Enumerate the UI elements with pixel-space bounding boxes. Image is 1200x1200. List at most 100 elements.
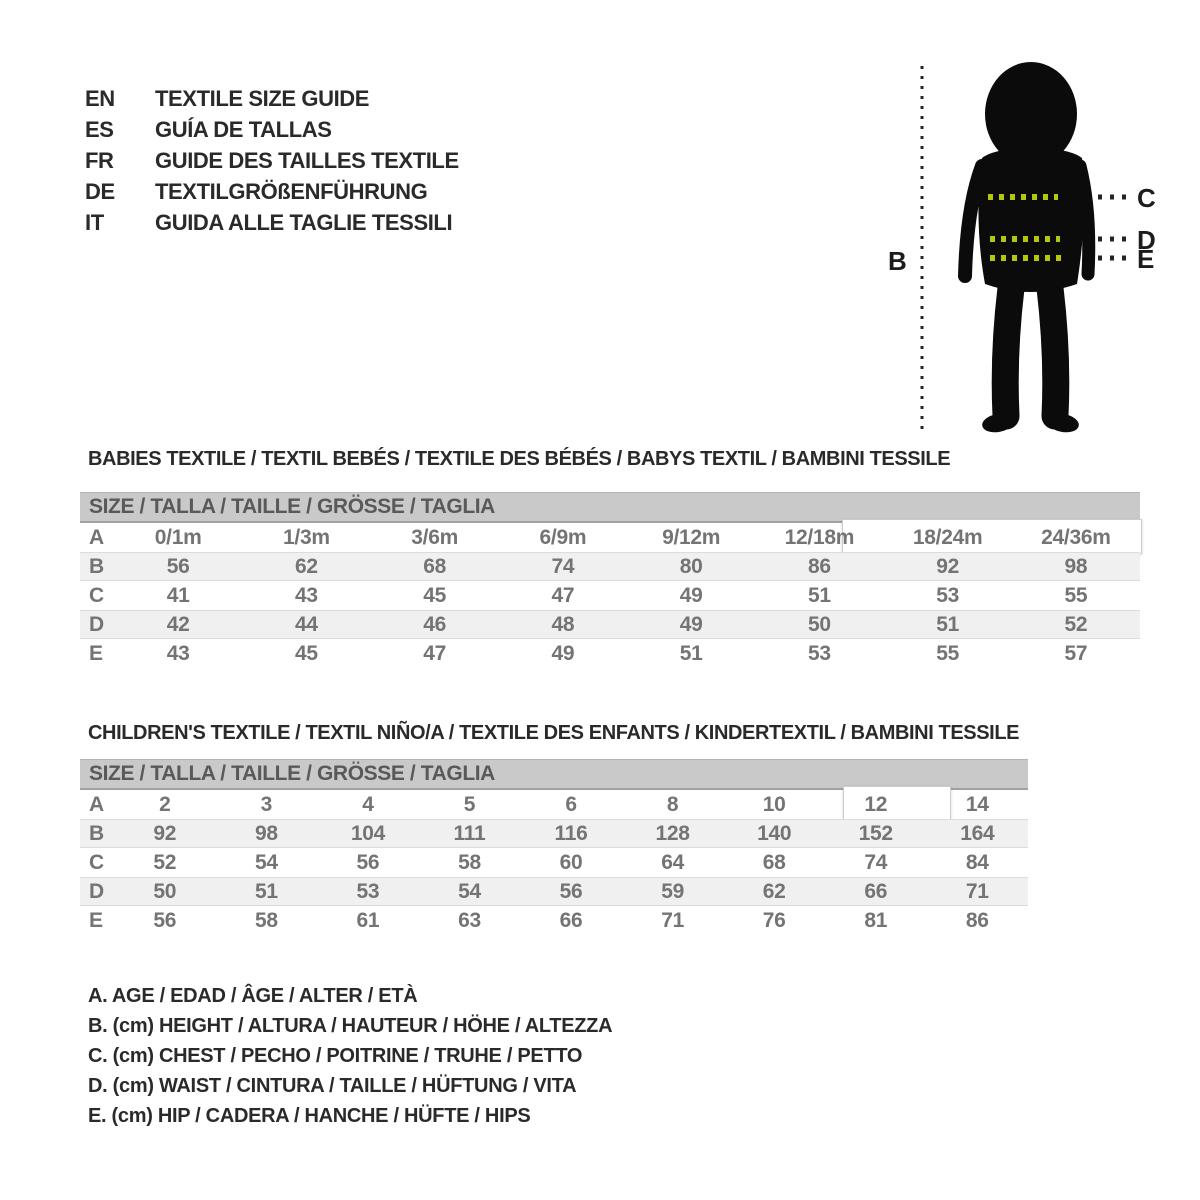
language-code: IT xyxy=(85,209,104,235)
size-row-B: B 92 98 104 111 116 128 140 152 164 xyxy=(80,819,1028,848)
language-code: EN xyxy=(85,85,115,111)
size-row-C: C 41 43 45 47 49 51 53 55 xyxy=(80,581,1140,610)
language-code: FR xyxy=(85,147,114,173)
size-value: 92 xyxy=(936,554,959,578)
size-value: 9/12m xyxy=(662,525,721,549)
size-value: 84 xyxy=(965,850,989,874)
legend-waist: D. (cm) WAIST / CINTURA / TAILLE / HÜFTU… xyxy=(88,1074,577,1097)
size-value: 71 xyxy=(661,908,684,932)
silhouette-left-arm xyxy=(958,159,989,283)
row-label: D xyxy=(89,879,104,903)
children-table-rows: A 2 3 4 5 6 8 10 12 14 B 92 98 104 111 116 128 140 152 164 C… xyxy=(80,790,1028,935)
babies-section-heading: BABIES TEXTILE / TEXTIL BEBÉS / TEXTILE … xyxy=(88,448,951,470)
size-value: 64 xyxy=(661,850,684,874)
size-row-A: A 0/1m 1/3m 3/6m 6/9m 9/12m 12/18m 18/24m 24/36m xyxy=(80,523,1140,552)
title-text: GUÍA DE TALLAS xyxy=(155,116,332,142)
size-value: 68 xyxy=(423,554,446,578)
size-value: 53 xyxy=(807,641,831,665)
size-value: 66 xyxy=(864,879,888,903)
row-label: E xyxy=(89,908,103,932)
silhouette-right-leg xyxy=(1036,274,1070,430)
size-value: 45 xyxy=(294,641,318,665)
size-value: 10 xyxy=(762,792,786,816)
size-row-B: B 56 62 68 74 80 86 92 98 xyxy=(80,552,1140,581)
size-value: 53 xyxy=(356,879,380,903)
language-code: DE xyxy=(85,178,115,204)
row-label: B xyxy=(89,554,104,578)
size-value: 49 xyxy=(551,641,575,665)
silhouette-left-foot xyxy=(982,413,1014,433)
size-value: 57 xyxy=(1064,641,1088,665)
size-value: 47 xyxy=(551,583,575,607)
size-value: 41 xyxy=(166,583,190,607)
size-value: 61 xyxy=(356,908,380,932)
height-label: B xyxy=(888,246,907,276)
babies-table-rows: A 0/1m 1/3m 3/6m 6/9m 9/12m 12/18m 18/24m 24/36m… xyxy=(80,523,1140,668)
size-value: 51 xyxy=(254,879,278,903)
size-value: 81 xyxy=(864,908,888,932)
title-row-de: DE TEXTILGRÖßENFÜHRUNG xyxy=(85,176,459,207)
size-value: 12/18m xyxy=(784,525,855,549)
waist-label: D xyxy=(1137,225,1156,255)
size-value: 62 xyxy=(294,554,318,578)
size-value: 45 xyxy=(423,583,446,607)
size-row-A: A 2 3 4 5 6 8 10 12 14 xyxy=(80,790,1028,819)
language-title-block: EN TEXTILE SIZE GUIDE ES GUÍA DE TALLAS … xyxy=(85,83,459,238)
size-header-bar: SIZE / TALLA / TAILLE / GRÖSSE / TAGLIA xyxy=(80,492,1140,523)
size-value: 44 xyxy=(294,612,318,636)
size-value: 86 xyxy=(807,554,831,578)
size-value: 71 xyxy=(965,879,989,903)
row-label: C xyxy=(89,583,104,607)
size-row-E: E 56 58 61 63 66 71 76 81 86 xyxy=(80,906,1028,935)
size-value: 152 xyxy=(858,821,893,845)
size-value: 51 xyxy=(679,641,703,665)
legend-hip: E. (cm) HIP / CADERA / HANCHE / HÜFTE / … xyxy=(88,1104,531,1127)
size-value: 54 xyxy=(458,879,481,903)
size-value: 55 xyxy=(1064,583,1088,607)
size-value: 116 xyxy=(554,821,588,845)
legend-chest: C. (cm) CHEST / PECHO / POITRINE / TRUHE… xyxy=(88,1044,583,1067)
silhouette-head xyxy=(985,62,1077,166)
size-value: 54 xyxy=(254,850,278,874)
size-value: 128 xyxy=(655,821,690,845)
size-value: 48 xyxy=(551,612,575,636)
size-value: 58 xyxy=(254,908,278,932)
title-row-fr: FR GUIDE DES TAILLES TEXTILE xyxy=(85,145,459,176)
size-value: 4 xyxy=(362,792,374,816)
row-label: A xyxy=(89,792,104,816)
size-value: 66 xyxy=(559,908,583,932)
size-value: 51 xyxy=(807,583,831,607)
row-label: B xyxy=(89,821,104,845)
size-value: 46 xyxy=(423,612,446,636)
size-value: 47 xyxy=(423,641,446,665)
size-value: 6/9m xyxy=(539,525,587,549)
size-value: 68 xyxy=(762,850,786,874)
row-label: A xyxy=(89,525,104,549)
size-value: 76 xyxy=(762,908,786,932)
size-value: 74 xyxy=(864,850,888,874)
title-text: GUIDE DES TAILLES TEXTILE xyxy=(155,147,459,173)
size-value: 50 xyxy=(153,879,177,903)
silhouette-torso xyxy=(978,147,1085,292)
size-value: 50 xyxy=(807,612,831,636)
size-value: 86 xyxy=(965,908,989,932)
size-value: 55 xyxy=(936,641,959,665)
size-value: 43 xyxy=(294,583,318,607)
children-section-heading: CHILDREN'S TEXTILE / TEXTIL NIÑO/A / TEX… xyxy=(88,722,1020,744)
size-value: 98 xyxy=(254,821,278,845)
size-value: 56 xyxy=(356,850,380,874)
children-size-table: SIZE / TALLA / TAILLE / GRÖSSE / TAGLIA … xyxy=(80,759,1028,935)
size-row-D: D 50 51 53 54 56 59 62 66 71 xyxy=(80,877,1028,906)
title-row-en: EN TEXTILE SIZE GUIDE xyxy=(85,83,459,114)
size-value: 18/24m xyxy=(912,525,983,549)
size-value: 62 xyxy=(762,879,786,903)
size-value: 140 xyxy=(757,821,792,845)
measurement-legend: A. AGE / EDAD / ÂGE / ALTER / ETÀ B. (cm… xyxy=(88,981,613,1131)
babies-size-table: SIZE / TALLA / TAILLE / GRÖSSE / TAGLIA … xyxy=(80,492,1142,668)
title-row-it: IT GUIDA ALLE TAGLIE TESSILI xyxy=(85,207,459,238)
size-value: 49 xyxy=(679,612,703,636)
size-value: 98 xyxy=(1064,554,1088,578)
silhouette-right-foot xyxy=(1047,413,1079,433)
size-value: 8 xyxy=(666,792,679,816)
